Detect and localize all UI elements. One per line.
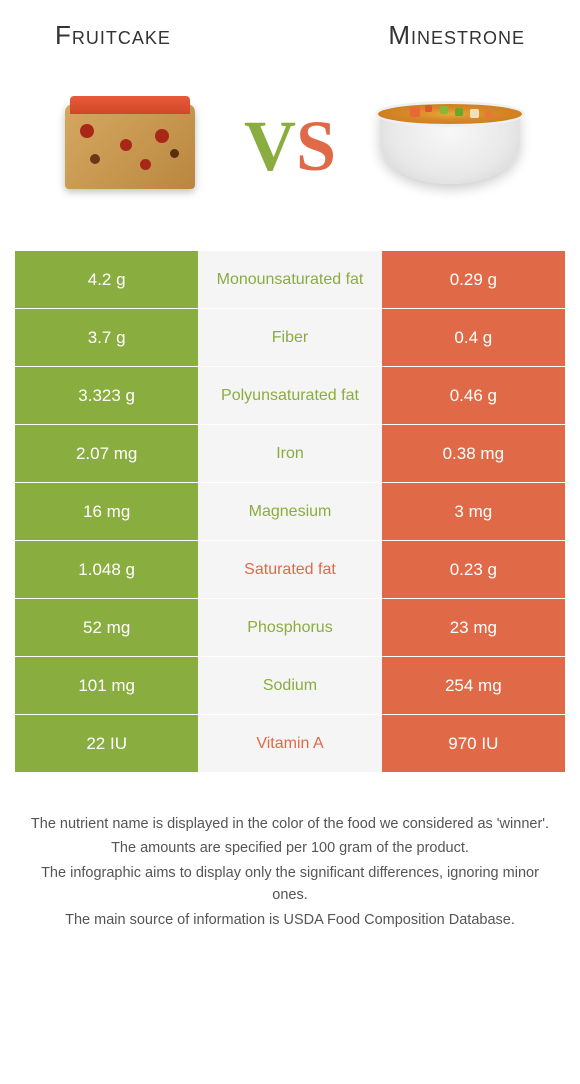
nutrient-label: Phosphorus	[198, 599, 381, 657]
nutrient-label: Sodium	[198, 657, 381, 715]
right-value: 23 mg	[382, 599, 565, 657]
left-value: 1.048 g	[15, 541, 198, 599]
vs-v: V	[244, 106, 296, 186]
right-value: 0.23 g	[382, 541, 565, 599]
fruitcake-image	[55, 91, 205, 201]
nutrient-label: Polyunsaturated fat	[198, 367, 381, 425]
footer-line: The amounts are specified per 100 gram o…	[25, 837, 555, 859]
vs-s: S	[296, 106, 336, 186]
nutrient-table: 4.2 gMonounsaturated fat0.29 g3.7 gFiber…	[15, 251, 565, 773]
left-value: 4.2 g	[15, 251, 198, 309]
minestrone-image	[375, 91, 525, 201]
nutrient-label: Fiber	[198, 309, 381, 367]
table-row: 1.048 gSaturated fat0.23 g	[15, 541, 565, 599]
right-value: 3 mg	[382, 483, 565, 541]
table-row: 2.07 mgIron0.38 mg	[15, 425, 565, 483]
nutrient-label: Magnesium	[198, 483, 381, 541]
food-title-left: Fruitcake	[55, 20, 171, 51]
nutrient-label: Saturated fat	[198, 541, 381, 599]
right-value: 0.29 g	[382, 251, 565, 309]
footer-line: The infographic aims to display only the…	[25, 862, 555, 907]
right-value: 970 IU	[382, 715, 565, 773]
food-title-right: Minestrone	[388, 20, 525, 51]
left-value: 101 mg	[15, 657, 198, 715]
nutrient-label: Monounsaturated fat	[198, 251, 381, 309]
left-value: 3.323 g	[15, 367, 198, 425]
header: Fruitcake Minestrone	[15, 20, 565, 81]
footer-line: The nutrient name is displayed in the co…	[25, 813, 555, 835]
left-value: 52 mg	[15, 599, 198, 657]
images-row: VS	[15, 81, 565, 241]
table-row: 22 IUVitamin A970 IU	[15, 715, 565, 773]
footer-notes: The nutrient name is displayed in the co…	[15, 773, 565, 943]
table-row: 101 mgSodium254 mg	[15, 657, 565, 715]
table-row: 16 mgMagnesium3 mg	[15, 483, 565, 541]
table-row: 3.323 gPolyunsaturated fat0.46 g	[15, 367, 565, 425]
left-value: 22 IU	[15, 715, 198, 773]
nutrient-label: Vitamin A	[198, 715, 381, 773]
table-row: 3.7 gFiber0.4 g	[15, 309, 565, 367]
left-value: 16 mg	[15, 483, 198, 541]
left-value: 2.07 mg	[15, 425, 198, 483]
right-value: 0.4 g	[382, 309, 565, 367]
footer-line: The main source of information is USDA F…	[25, 909, 555, 931]
left-value: 3.7 g	[15, 309, 198, 367]
vs-label: VS	[244, 105, 336, 188]
right-value: 0.38 mg	[382, 425, 565, 483]
nutrient-label: Iron	[198, 425, 381, 483]
table-row: 52 mgPhosphorus23 mg	[15, 599, 565, 657]
right-value: 254 mg	[382, 657, 565, 715]
table-row: 4.2 gMonounsaturated fat0.29 g	[15, 251, 565, 309]
right-value: 0.46 g	[382, 367, 565, 425]
